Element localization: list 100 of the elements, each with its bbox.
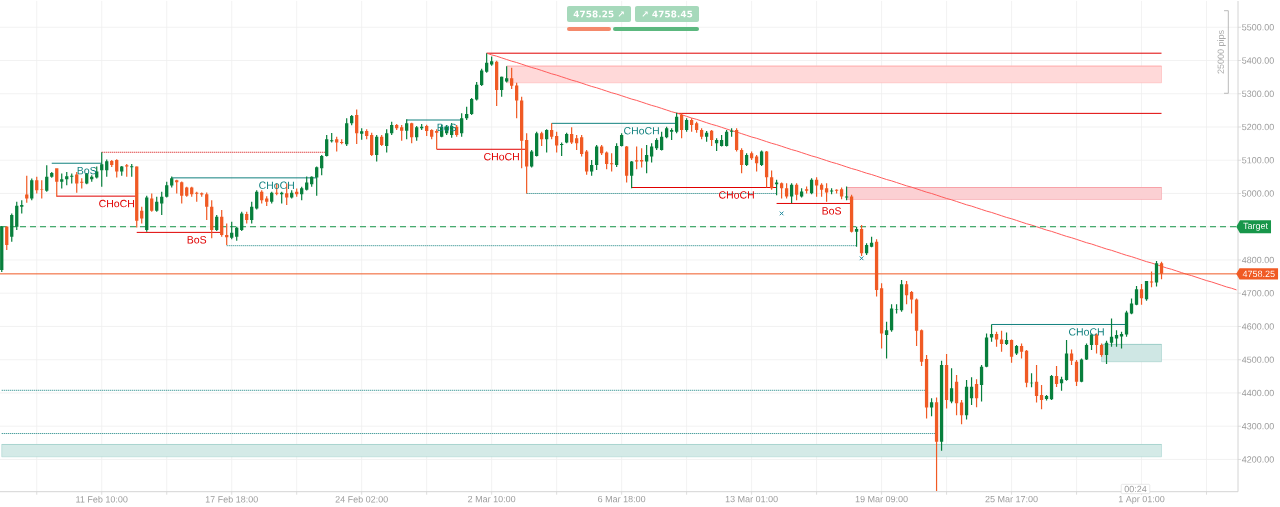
candlestick bbox=[80, 178, 84, 189]
candlestick bbox=[1069, 349, 1074, 366]
candlestick bbox=[729, 128, 734, 137]
y-tick-label: 5300.00 bbox=[1242, 90, 1274, 97]
candlestick bbox=[694, 121, 699, 133]
candlestick bbox=[1144, 280, 1149, 301]
text: BoS bbox=[187, 236, 207, 244]
candlestick bbox=[1084, 343, 1089, 361]
candlestick bbox=[689, 118, 694, 132]
x-tick-label: 24 Feb 02:00 bbox=[335, 495, 388, 503]
annotation: 4758.25 ↗ bbox=[573, 10, 624, 18]
candlestick bbox=[520, 96, 524, 169]
candlestick bbox=[1079, 358, 1084, 383]
candlestick bbox=[1019, 343, 1024, 359]
y-tick-label: 4200.00 bbox=[1241, 456, 1274, 463]
candlestick bbox=[220, 210, 224, 237]
candlestick bbox=[240, 211, 244, 232]
candlestick bbox=[619, 133, 624, 147]
candlestick bbox=[335, 136, 339, 152]
candlestick bbox=[485, 53, 489, 73]
candlestick bbox=[749, 151, 754, 160]
y-tick-label: 5500.00 bbox=[1242, 24, 1274, 31]
candlestick bbox=[500, 76, 504, 97]
text: CHoCH bbox=[1068, 328, 1104, 336]
annotation: 00:24 bbox=[1124, 485, 1147, 493]
text: CHoCH bbox=[99, 199, 134, 208]
candlestick bbox=[554, 131, 559, 153]
candlestick bbox=[984, 333, 989, 368]
candlestick bbox=[400, 125, 404, 141]
candlestick bbox=[724, 129, 729, 147]
x-tick-label: 2 Mar 10:00 bbox=[468, 495, 516, 503]
candlestick bbox=[859, 225, 864, 256]
candlestick bbox=[1049, 375, 1054, 400]
annotation: ↗ 4758.45 bbox=[642, 10, 693, 18]
candlestick bbox=[654, 138, 659, 150]
candlestick bbox=[924, 355, 929, 419]
candlestick bbox=[480, 68, 484, 87]
candlestick bbox=[579, 134, 584, 157]
candlestick bbox=[624, 145, 629, 183]
candlestick bbox=[530, 149, 534, 168]
candlestick bbox=[614, 143, 619, 167]
candlestick bbox=[849, 194, 854, 233]
candlestick bbox=[909, 290, 914, 314]
y-tick-label: 5200.00 bbox=[1242, 123, 1274, 131]
y-tick-label: 5000.00 bbox=[1242, 190, 1274, 197]
candlestick bbox=[10, 213, 14, 242]
candlestick bbox=[360, 128, 364, 140]
candlestick bbox=[894, 304, 899, 314]
candlestick bbox=[929, 398, 934, 417]
candlestick bbox=[145, 195, 149, 232]
y-tick-label: 4300.00 bbox=[1241, 423, 1274, 430]
candlestick bbox=[125, 163, 129, 177]
candlestick bbox=[944, 354, 949, 409]
candlestick bbox=[794, 183, 799, 201]
candlestick bbox=[569, 127, 574, 144]
candlestick bbox=[265, 196, 269, 207]
candlestick bbox=[470, 98, 474, 116]
x-tick-label: 25 Mar 17:00 bbox=[985, 495, 1038, 503]
series-label: CHoCH bbox=[259, 181, 294, 189]
candlestick bbox=[1044, 394, 1049, 401]
candlestick bbox=[5, 226, 9, 250]
candlestick bbox=[375, 134, 379, 162]
candlestick bbox=[899, 279, 904, 312]
candlestick bbox=[115, 159, 119, 178]
candlestick bbox=[135, 166, 139, 228]
candlestick bbox=[1154, 260, 1159, 287]
candlestick bbox=[55, 168, 59, 197]
candlestick bbox=[649, 143, 654, 163]
candlestick bbox=[549, 123, 554, 140]
y-tick-label: 5100.00 bbox=[1242, 157, 1274, 164]
y-tick-label: 4800.00 bbox=[1241, 256, 1274, 264]
candlestick bbox=[669, 128, 674, 140]
candlestick bbox=[405, 119, 409, 140]
series-label: BoS bbox=[822, 207, 842, 215]
x-tick-label: 6 Mar 18:00 bbox=[598, 495, 646, 503]
candlestick bbox=[564, 132, 569, 144]
candlestick bbox=[205, 192, 209, 221]
candlestick bbox=[385, 129, 389, 153]
candlestick bbox=[589, 159, 594, 176]
candlestick bbox=[15, 201, 19, 231]
candlestick bbox=[864, 243, 869, 255]
series-label: CHoCH bbox=[484, 152, 519, 161]
x-tick-label: 1 Apr 01:00 bbox=[1118, 495, 1165, 505]
candlestick bbox=[45, 165, 49, 192]
candlestick bbox=[1024, 350, 1029, 388]
candlestick bbox=[594, 144, 599, 170]
text: CHoCH bbox=[719, 191, 754, 199]
candlestick bbox=[949, 368, 954, 404]
candlestick bbox=[744, 153, 749, 166]
candlestick bbox=[415, 126, 419, 141]
ref-line-label: 4758.25 bbox=[1242, 270, 1275, 278]
candlestick bbox=[939, 360, 944, 451]
candlestick bbox=[699, 128, 704, 140]
candlestick bbox=[365, 129, 369, 140]
candlestick bbox=[0, 226, 4, 272]
candlestick bbox=[345, 118, 349, 146]
y-tick-label: 5400.00 bbox=[1242, 57, 1274, 64]
candlestick bbox=[1099, 343, 1104, 357]
annotation: 25000 pips bbox=[1217, 30, 1226, 74]
x-tick-label: 19 Mar 09:00 bbox=[855, 495, 908, 503]
